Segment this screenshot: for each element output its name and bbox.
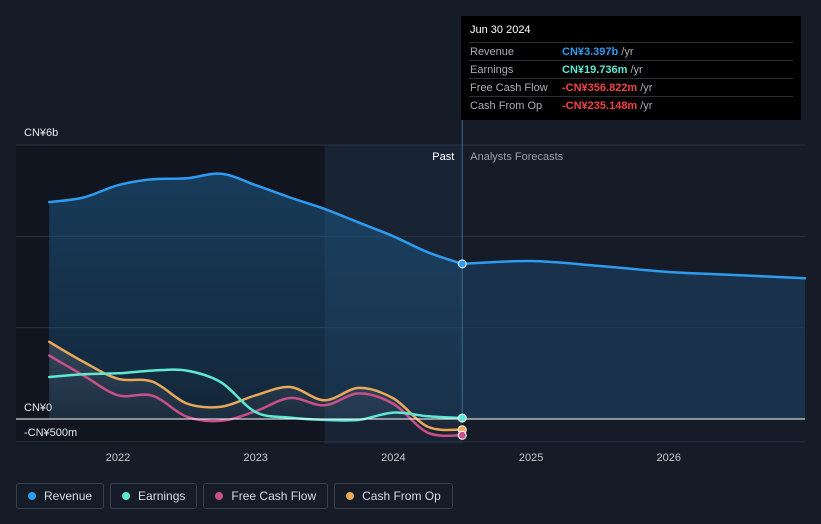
series-line-revenue-forecast xyxy=(461,259,807,280)
tooltip-label: Revenue xyxy=(470,45,515,58)
legend-item-earnings[interactable]: Earnings xyxy=(110,483,198,509)
legend-dot-icon xyxy=(346,492,355,500)
x-tick-2026: 2026 xyxy=(657,452,681,464)
tooltip-value: CN¥19.736m xyxy=(562,63,628,76)
forecast-label: Analysts Forecasts xyxy=(470,151,563,163)
y-label-top: CN¥6b xyxy=(24,127,58,139)
legend-item-free-cash-flow[interactable]: Free Cash Flow xyxy=(203,483,329,509)
tooltip-unit: /yr xyxy=(640,99,653,112)
revenue-forecast-area xyxy=(462,260,805,419)
end-dot-free-cash-flow xyxy=(457,430,467,440)
series-lines xyxy=(47,172,807,438)
tooltip-label: Earnings xyxy=(470,63,514,76)
tooltip-label: Cash From Op xyxy=(470,99,543,112)
legend: Revenue Earnings Free Cash Flow Cash Fro… xyxy=(16,483,453,509)
legend-dot-icon xyxy=(215,492,224,500)
tooltip-row-cfo: Cash From Op -CN¥235.148m /yr xyxy=(469,96,793,114)
legend-label: Cash From Op xyxy=(362,489,441,503)
series-line-cash-from-op xyxy=(47,340,464,432)
end-dot-earnings xyxy=(457,413,467,423)
tooltip: Jun 30 2024 Revenue CN¥3.397b /yr Earnin… xyxy=(461,16,801,120)
legend-item-cash-from-op[interactable]: Cash From Op xyxy=(334,483,453,509)
legend-label: Free Cash Flow xyxy=(231,489,317,503)
tooltip-value: -CN¥235.148m xyxy=(562,99,638,112)
tooltip-row-earnings: Earnings CN¥19.736m /yr xyxy=(469,60,793,78)
revenue-area xyxy=(49,173,463,419)
axis-labels: CN¥6b CN¥0 -CN¥500m 2022 2023 2024 2025 2026 Pas… xyxy=(24,127,681,464)
legend-dot-icon xyxy=(28,492,36,500)
x-tick-2022: 2022 xyxy=(106,452,130,464)
tooltip-unit: /yr xyxy=(640,81,653,94)
end-dot-revenue xyxy=(457,259,467,269)
y-label-bottom: -CN¥500m xyxy=(24,427,77,439)
tooltip-unit: /yr xyxy=(621,45,634,58)
tooltip-row-fcf: Free Cash Flow -CN¥356.822m /yr xyxy=(469,78,793,96)
tooltip-date: Jun 30 2024 xyxy=(470,24,531,36)
legend-label: Earnings xyxy=(138,489,186,503)
y-label-zero: CN¥0 xyxy=(24,402,52,414)
series-line-revenue xyxy=(47,172,464,266)
x-tick-2024: 2024 xyxy=(381,452,405,464)
tooltip-unit: /yr xyxy=(630,63,643,76)
legend-item-revenue[interactable]: Revenue xyxy=(16,483,105,509)
x-tick-2023: 2023 xyxy=(243,452,267,464)
tooltip-value: -CN¥356.822m xyxy=(562,81,638,94)
series-line-earnings xyxy=(47,368,464,422)
legend-label: Revenue xyxy=(44,489,93,503)
past-label: Past xyxy=(432,151,454,163)
legend-dot-icon xyxy=(122,492,131,500)
tooltip-row-revenue: Revenue CN¥3.397b /yr xyxy=(469,42,793,60)
tooltip-label: Free Cash Flow xyxy=(470,81,548,94)
x-tick-2025: 2025 xyxy=(519,452,543,464)
lower-series-area xyxy=(49,341,463,431)
end-dots xyxy=(457,259,467,440)
tooltip-value: CN¥3.397b xyxy=(562,45,619,58)
